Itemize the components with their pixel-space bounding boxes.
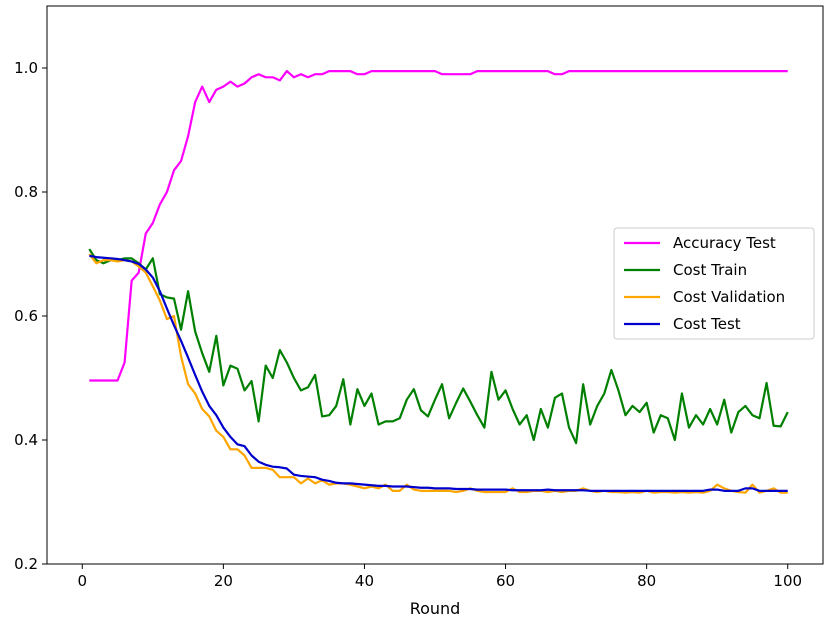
series-line-cost-validation (88, 253, 788, 494)
x-axis-label: Round (410, 599, 461, 618)
y-tick-label: 0.4 (14, 431, 38, 449)
y-tick-label: 0.2 (14, 555, 38, 573)
x-tick-label: 100 (773, 572, 802, 590)
y-tick-label: 1.0 (14, 59, 38, 77)
legend: Accuracy Test Cost Train Cost Validation Co… (613, 227, 815, 340)
legend-label-cost-test: Cost Test (673, 315, 741, 333)
legend-label-cost-train: Cost Train (673, 261, 747, 279)
x-tick-label: 60 (496, 572, 515, 590)
x-tick-label: 0 (77, 572, 87, 590)
x-tick-label: 20 (214, 572, 233, 590)
y-tick-label: 0.6 (14, 307, 38, 325)
y-axis: 0.2 0.4 0.6 0.8 1.0 (14, 59, 47, 573)
series-layer (88, 69, 789, 494)
series-line-accuracy-test (89, 69, 788, 382)
x-tick-label: 80 (637, 572, 656, 590)
x-tick-label: 40 (355, 572, 374, 590)
legend-box (613, 227, 815, 340)
series-line-cost-test (89, 254, 788, 492)
legend-label-cost-validation: Cost Validation (673, 288, 785, 306)
plot-area-frame (46, 5, 824, 565)
y-tick-label: 0.8 (14, 183, 38, 201)
series-line-cost-train (88, 248, 789, 445)
x-axis: 0 20 40 60 80 100 (77, 564, 802, 590)
legend-label-accuracy-test: Accuracy Test (673, 234, 776, 252)
